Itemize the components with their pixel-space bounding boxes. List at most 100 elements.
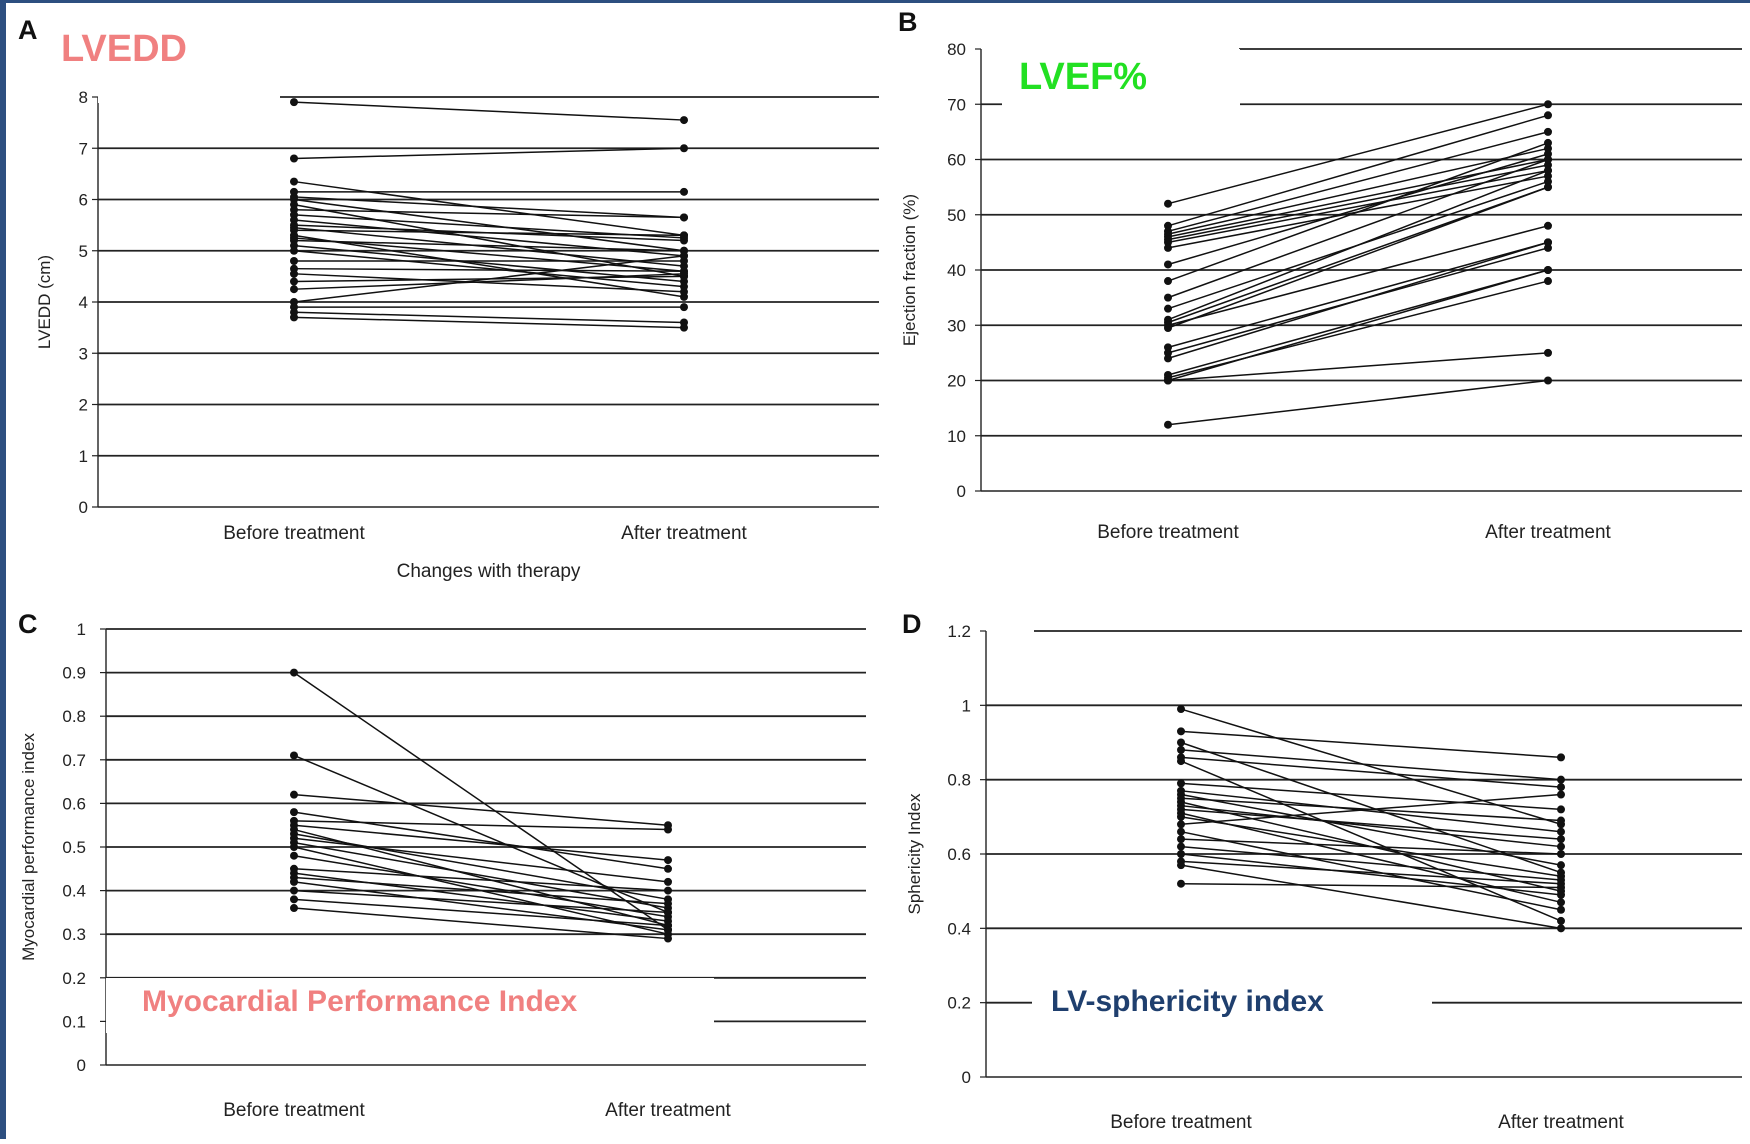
point-after: [680, 323, 688, 332]
point-after: [1557, 842, 1565, 851]
subject-line: [293, 219, 685, 257]
subject-line: [1180, 838, 1562, 855]
y-axis-title: Ejection fraction (%): [900, 194, 919, 346]
subject-line: [1167, 186, 1549, 329]
point-after: [1544, 111, 1552, 120]
y-tick-label: 0.2: [62, 969, 86, 988]
point-before: [290, 904, 298, 913]
point-after: [1544, 144, 1552, 153]
subject-line: [1167, 241, 1549, 349]
y-tick-label: 0.3: [62, 925, 86, 944]
point-before: [1177, 812, 1185, 821]
panel-d: 0 0.2 0.4 0.6 0.8 1 1.2 Before treatment After t…: [902, 609, 1742, 1133]
subject-line: [1180, 853, 1562, 896]
subject-line: [293, 273, 685, 293]
point-before: [1164, 376, 1172, 385]
point-before: [1164, 238, 1172, 247]
y-tick-label: 30: [947, 316, 966, 335]
point-after: [1557, 805, 1565, 814]
y-tick-label: 0: [79, 498, 88, 517]
y-axis-title: LVEDD (cm): [35, 255, 54, 349]
point-after: [1544, 376, 1552, 385]
y-tick-label: 0: [957, 482, 966, 501]
point-before: [1177, 727, 1185, 736]
point-before: [1177, 705, 1185, 714]
point-before: [1164, 354, 1172, 363]
y-tick-label: 1: [79, 447, 88, 466]
subject-line: [1180, 749, 1562, 781]
subject-line: [293, 101, 685, 121]
subject-line: [1180, 864, 1562, 930]
title-backdrop: [1002, 49, 1240, 111]
point-after: [1557, 753, 1565, 762]
subject-line: [1167, 114, 1549, 227]
panel-title: LVEDD: [61, 28, 187, 70]
x-category-label: Before treatment: [223, 523, 365, 544]
y-tick-label: 0.7: [62, 751, 86, 770]
point-after: [1557, 890, 1565, 899]
point-before: [290, 843, 298, 851]
panel-letter: B: [898, 7, 918, 37]
subject-line: [1167, 186, 1549, 324]
point-after: [1557, 790, 1565, 799]
subject-line: [293, 234, 685, 298]
subject-line: [293, 244, 685, 283]
subject-line: [1167, 269, 1549, 382]
y-tick-label: 0.4: [947, 919, 971, 938]
point-after: [1544, 161, 1552, 170]
point-before: [290, 246, 298, 255]
x-category-label: After treatment: [621, 523, 747, 544]
subject-line: [1180, 782, 1562, 811]
y-tick-label: 0.8: [947, 771, 971, 790]
point-after: [1557, 861, 1565, 870]
subject-line: [293, 907, 669, 940]
point-after: [680, 287, 688, 296]
subject-line: [293, 180, 685, 237]
x-category-label: Before treatment: [223, 1100, 365, 1121]
y-tick-label: 6: [79, 191, 88, 210]
y-tick-label: 1.2: [947, 622, 971, 641]
point-after: [680, 144, 688, 153]
x-category-label: After treatment: [1498, 1112, 1624, 1133]
subject-line: [1180, 860, 1562, 885]
point-after: [1544, 100, 1552, 109]
panel-b: 0 10 20 30 40 50 60 70 80 Before treatment After t…: [898, 7, 1742, 543]
point-after: [1544, 127, 1552, 136]
subject-line: [1167, 153, 1549, 266]
panel-title: LVEF%: [1019, 56, 1147, 98]
point-after: [680, 303, 688, 312]
y-axis-title: Myocardial performance index: [19, 733, 38, 961]
subject-line: [293, 311, 685, 324]
title-backdrop: [1032, 988, 1432, 1036]
point-after: [664, 921, 672, 930]
point-before: [290, 877, 298, 886]
y-tick-label: 0.8: [62, 707, 86, 726]
point-after: [664, 877, 672, 886]
panel-title: Myocardial Performance Index: [142, 985, 577, 1018]
point-after: [680, 116, 688, 125]
subject-line: [293, 198, 685, 252]
point-after: [1557, 816, 1565, 825]
point-after: [680, 231, 688, 240]
subject-line: [1180, 793, 1562, 826]
y-tick-label: 5: [79, 242, 88, 261]
subject-line: [293, 239, 685, 252]
subject-line: [1180, 808, 1562, 840]
subject-line: [293, 273, 685, 290]
subject-line: [293, 824, 669, 861]
point-after: [1557, 835, 1565, 844]
point-before: [1177, 842, 1185, 851]
subject-line: [293, 854, 669, 918]
point-before: [1177, 850, 1185, 858]
y-tick-label: 2: [79, 396, 88, 415]
point-before: [290, 313, 298, 322]
point-before: [290, 851, 298, 860]
point-before: [1177, 861, 1185, 870]
point-before: [290, 895, 298, 904]
point-before: [1164, 293, 1172, 302]
point-before: [1177, 745, 1185, 754]
y-tick-label: 3: [79, 344, 88, 363]
y-axis-title: Sphericity Index: [905, 793, 924, 914]
subject-line: [293, 237, 685, 272]
subject-line: [1180, 804, 1562, 848]
